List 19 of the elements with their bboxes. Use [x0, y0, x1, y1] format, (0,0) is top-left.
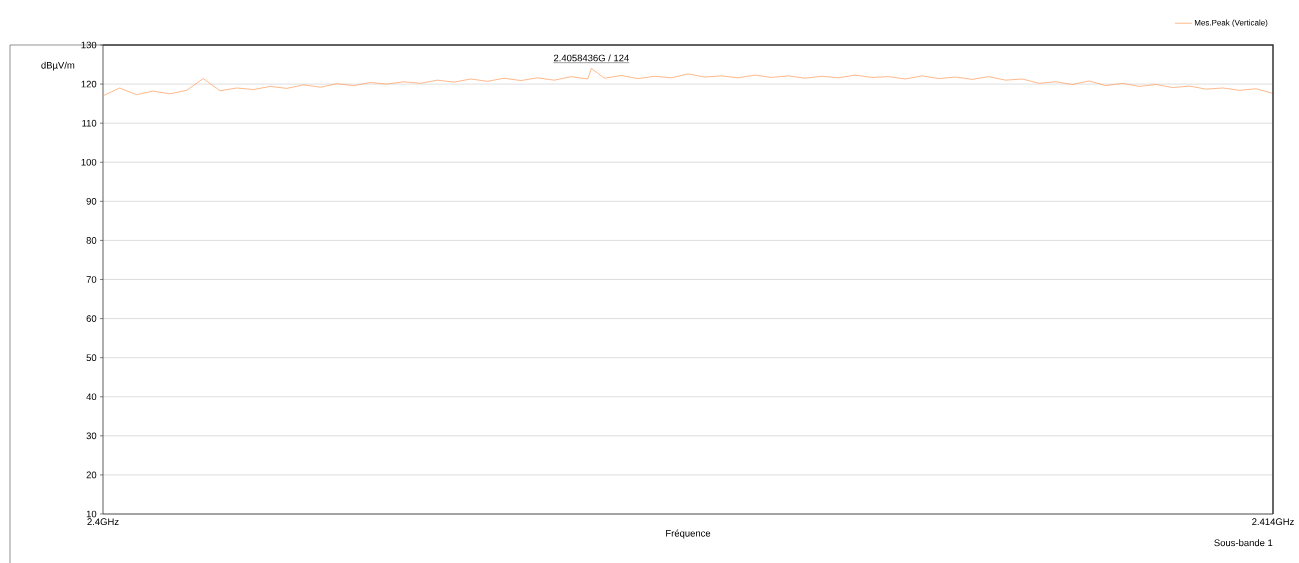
x-tick-label: 2.414GHz: [1252, 518, 1294, 526]
y-tick-label: 100: [81, 158, 97, 166]
y-tick-label: 60: [86, 315, 97, 322]
y-tick-label: 40: [86, 393, 97, 401]
x-tick-label: 2.4GHz: [87, 518, 119, 526]
annotation: 2.4058436G / 124: [553, 54, 629, 62]
y-tick-label: 70: [86, 276, 97, 283]
text: Sous-bande 1: [1214, 539, 1273, 547]
y-tick-label: 30: [86, 432, 97, 440]
y-tick-label: 110: [82, 119, 97, 127]
y-axis-title: dBµV/m: [41, 61, 75, 71]
y-tick-label: 80: [86, 237, 97, 244]
y-tick-label: 90: [86, 197, 97, 205]
y-tick-label: 120: [81, 80, 97, 88]
y-tick-label: 10: [86, 510, 97, 518]
y-tick-label: 20: [86, 471, 97, 479]
x-axis-title: Fréquence: [666, 529, 711, 539]
y-tick-label: 130: [81, 41, 97, 49]
y-tick-label: 50: [86, 354, 97, 362]
